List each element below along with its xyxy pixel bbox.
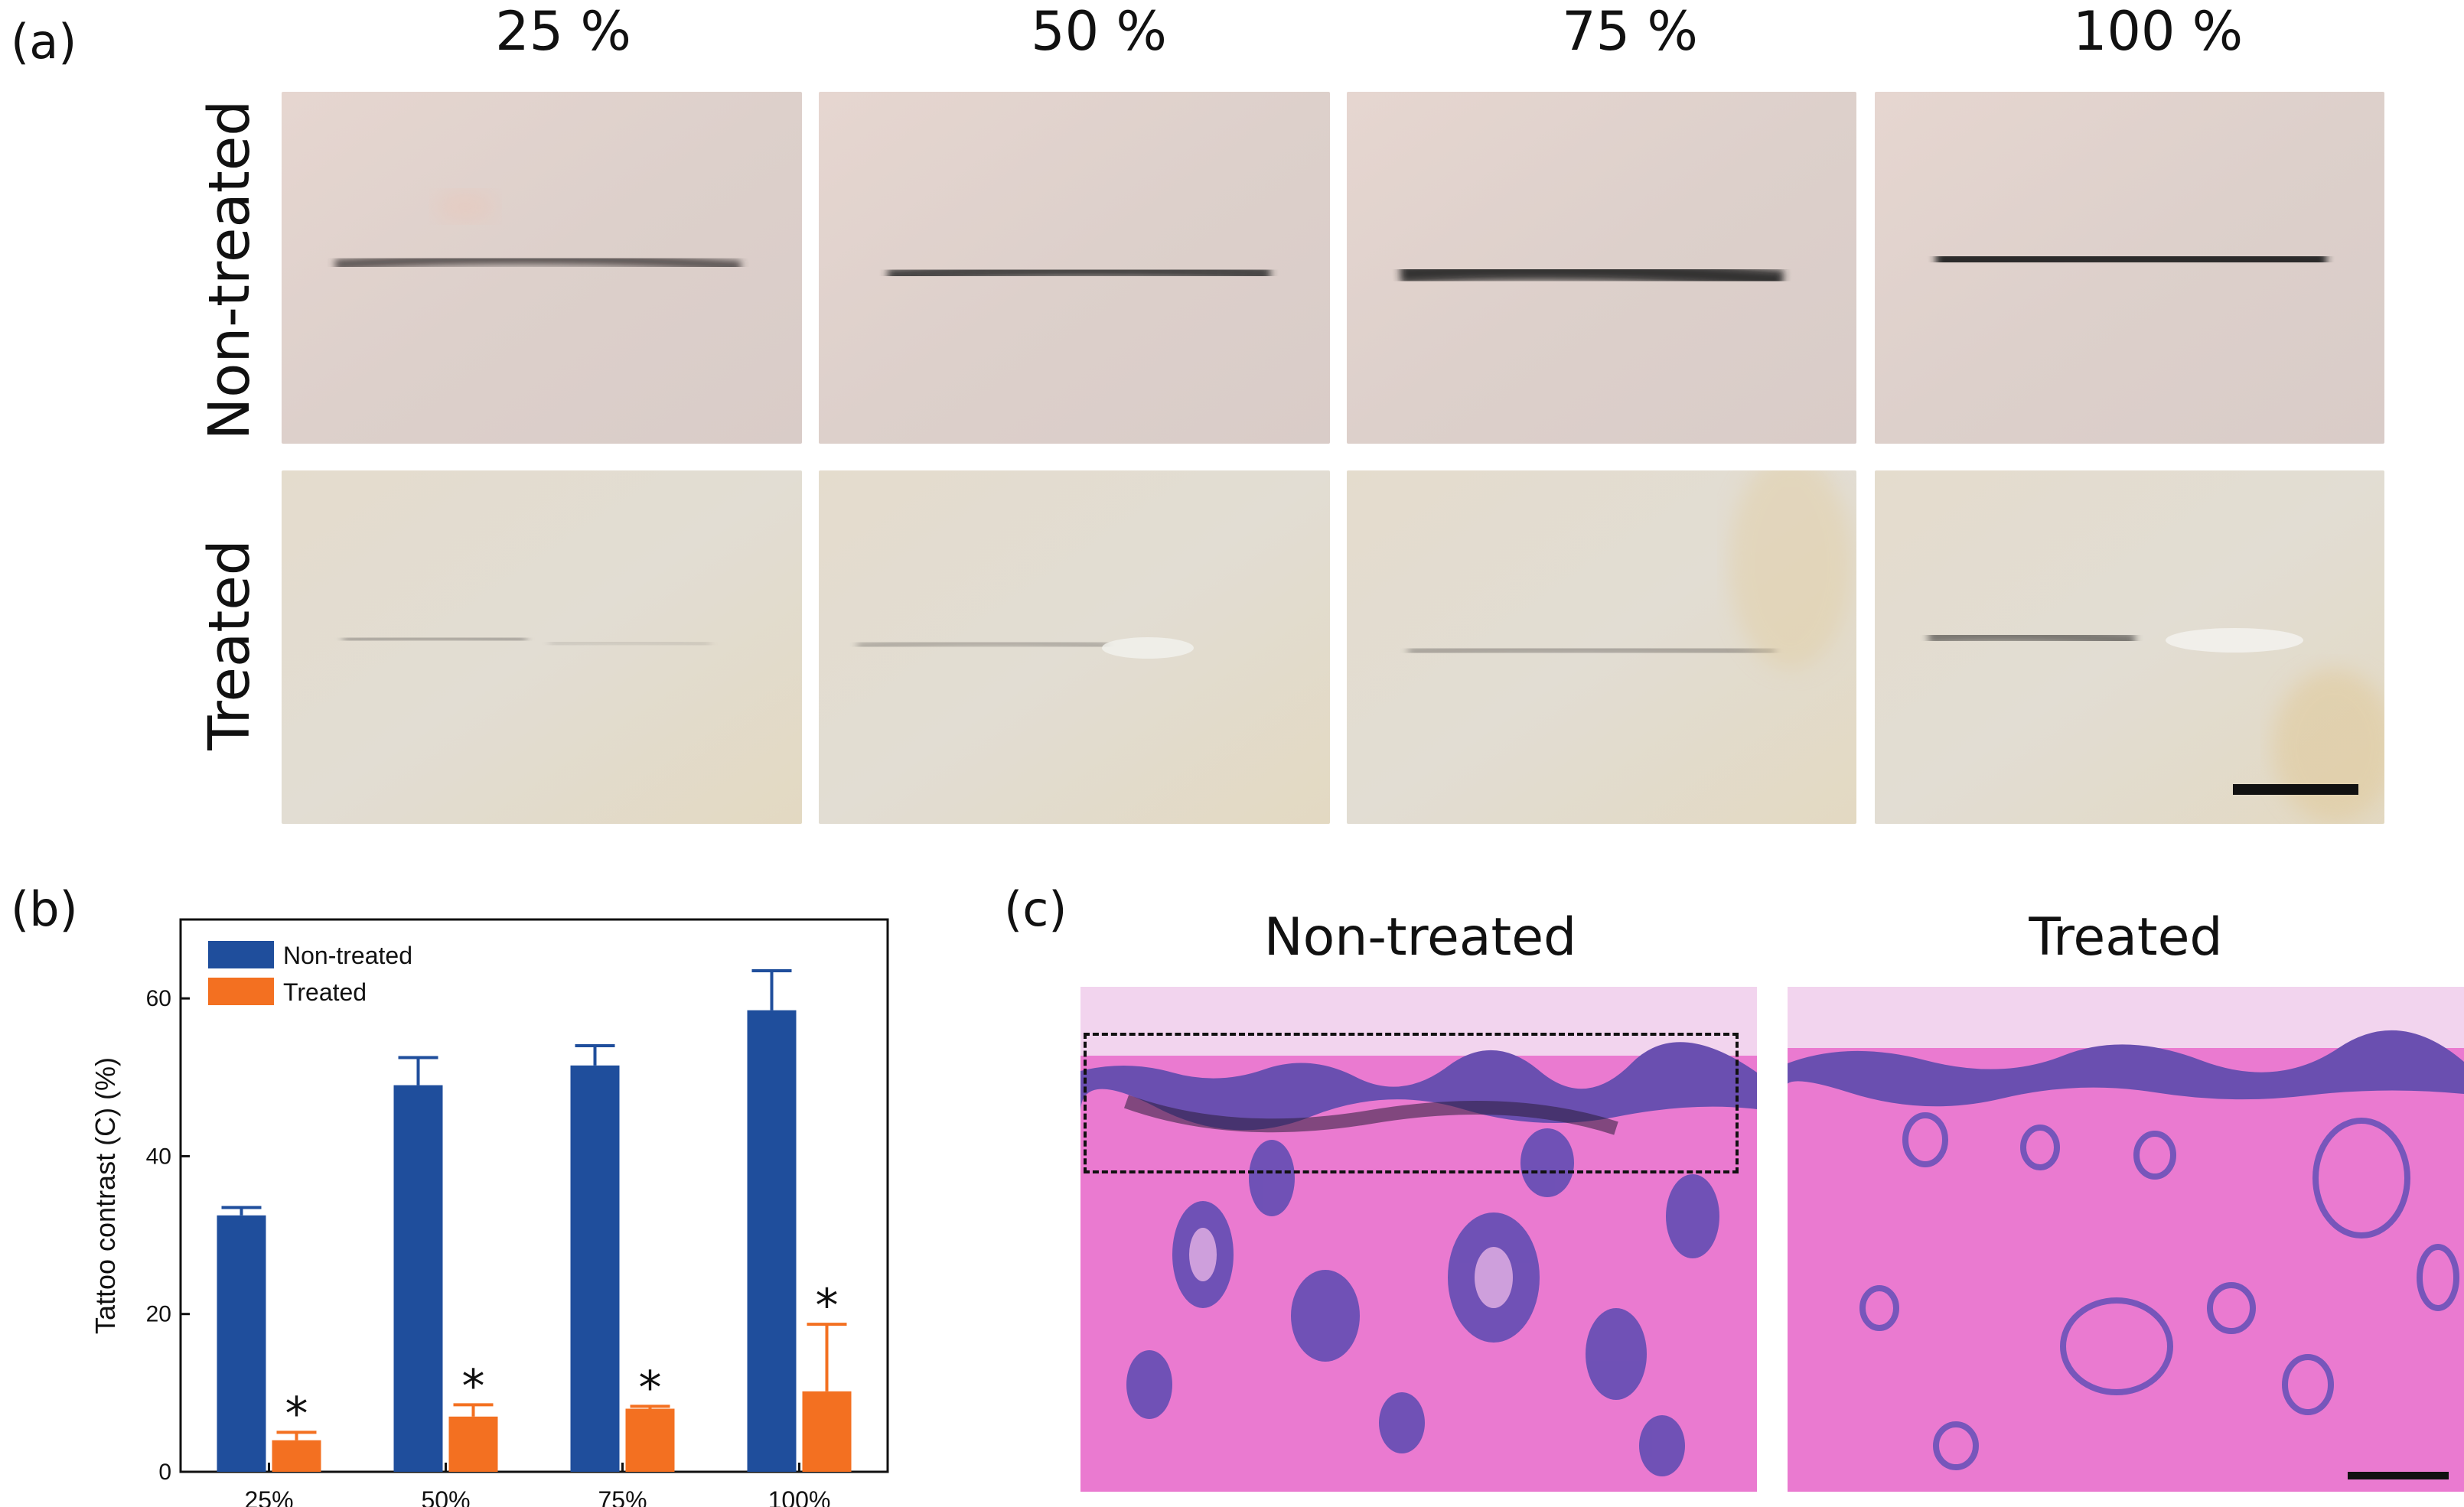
histology-image-treated bbox=[1788, 987, 2464, 1492]
histology-image-non-treated bbox=[1080, 987, 1757, 1492]
legend-label-non-treated: Non-treated bbox=[283, 942, 412, 969]
x-tick-label: 25% bbox=[244, 1486, 293, 1507]
panel-c-label: (c) bbox=[1004, 881, 1067, 937]
bar-treated-50% bbox=[448, 1416, 498, 1472]
column-header-100: 100 % bbox=[2072, 0, 2244, 63]
significance-star: * bbox=[816, 1279, 839, 1333]
row-header-treated: Treated bbox=[197, 539, 262, 750]
panel-a-label: (a) bbox=[11, 14, 77, 70]
y-tick-label: 0 bbox=[158, 1460, 171, 1485]
photo-treated-25 bbox=[282, 470, 802, 824]
x-tick-label: 100% bbox=[768, 1486, 831, 1507]
legend-label-treated: Treated bbox=[283, 978, 367, 1006]
significance-star: * bbox=[639, 1361, 662, 1414]
photo-non-treated-100 bbox=[1875, 92, 2384, 444]
bar-treated-75% bbox=[625, 1408, 675, 1472]
y-tick-label: 60 bbox=[146, 986, 171, 1011]
legend-swatch-non-treated bbox=[208, 941, 274, 968]
photo-non-treated-75 bbox=[1347, 92, 1856, 444]
significance-star: * bbox=[462, 1359, 485, 1413]
photo-treated-100 bbox=[1875, 470, 2384, 824]
y-tick-label: 20 bbox=[146, 1302, 171, 1327]
photo-non-treated-25 bbox=[282, 92, 802, 444]
bar-treated-100% bbox=[802, 1391, 852, 1472]
histology-title-non-treated: Non-treated bbox=[1263, 907, 1577, 968]
column-header-75: 75 % bbox=[1562, 0, 1698, 63]
bar-non-treated-50% bbox=[393, 1085, 443, 1472]
photo-treated-50 bbox=[819, 470, 1330, 824]
row-header-non-treated: Non-treated bbox=[197, 99, 262, 441]
significance-star: * bbox=[285, 1387, 308, 1440]
bar-non-treated-75% bbox=[570, 1065, 620, 1472]
bar-non-treated-100% bbox=[747, 1010, 797, 1472]
column-header-50: 50 % bbox=[1031, 0, 1167, 63]
x-tick-label: 75% bbox=[598, 1486, 647, 1507]
panel-b-label: (b) bbox=[11, 881, 78, 937]
photo-treated-75 bbox=[1347, 470, 1856, 824]
region-of-interest-box bbox=[1084, 1033, 1739, 1173]
scale-bar-photo bbox=[2233, 784, 2358, 795]
bar-non-treated-25% bbox=[217, 1215, 266, 1472]
column-header-25: 25 % bbox=[495, 0, 631, 63]
tattoo-contrast-chart: 0 20 40 60 Tattoo contrast (C) (%) * 25% * 50% * 7… bbox=[90, 918, 889, 1507]
photo-non-treated-50 bbox=[819, 92, 1330, 444]
histology-title-treated: Treated bbox=[2029, 907, 2223, 968]
bar-treated-25% bbox=[272, 1440, 321, 1472]
plot-frame bbox=[179, 918, 889, 1473]
x-tick-label: 50% bbox=[421, 1486, 470, 1507]
y-axis-label: Tattoo contrast (C) (%) bbox=[90, 1057, 121, 1334]
legend-swatch-treated bbox=[208, 978, 274, 1005]
scale-bar-histology bbox=[2348, 1472, 2449, 1479]
y-tick-label: 40 bbox=[146, 1144, 171, 1169]
